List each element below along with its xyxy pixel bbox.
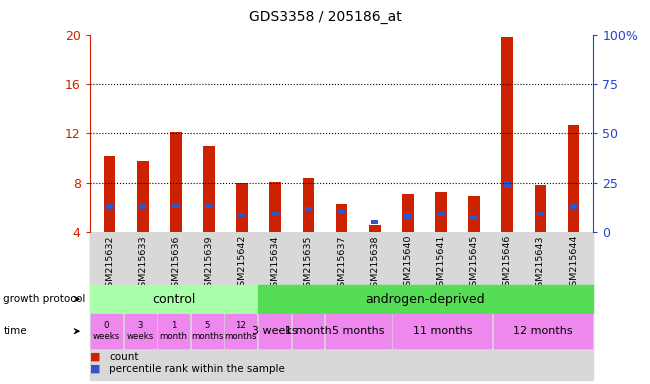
Bar	[402, 194, 413, 232]
Text: ■: ■	[90, 364, 100, 374]
Text: 3
weeks: 3 weeks	[127, 321, 153, 341]
Bar	[239, 213, 246, 217]
Text: 0
weeks: 0 weeks	[93, 321, 120, 341]
Text: percentile rank within the sample: percentile rank within the sample	[109, 364, 285, 374]
Bar	[106, 204, 113, 209]
Bar	[369, 225, 380, 232]
Text: ■: ■	[90, 352, 100, 362]
Bar	[338, 209, 345, 214]
Text: 12
months: 12 months	[225, 321, 257, 341]
Bar	[104, 156, 116, 232]
Text: 12 months: 12 months	[514, 326, 573, 336]
Text: 3 weeks: 3 weeks	[252, 326, 297, 336]
Text: count: count	[109, 352, 138, 362]
Bar	[272, 212, 279, 216]
Bar	[139, 204, 146, 209]
Text: GDS3358 / 205186_at: GDS3358 / 205186_at	[248, 10, 402, 23]
Text: 5 months: 5 months	[332, 326, 385, 336]
Bar	[437, 212, 445, 216]
Bar	[305, 207, 312, 211]
Bar	[203, 146, 214, 232]
Bar	[567, 125, 579, 232]
Text: growth protocol: growth protocol	[3, 294, 86, 304]
Text: 1
month: 1 month	[160, 321, 188, 341]
Bar	[537, 212, 544, 216]
Bar	[504, 180, 511, 188]
Text: control: control	[152, 293, 196, 306]
Bar	[471, 216, 478, 220]
Bar	[237, 183, 248, 232]
Bar	[303, 178, 314, 232]
Bar	[371, 220, 378, 223]
Bar	[469, 197, 480, 232]
Bar	[205, 203, 213, 208]
Bar	[436, 192, 447, 232]
Bar	[502, 37, 513, 232]
Bar	[336, 204, 347, 232]
Bar	[404, 214, 411, 219]
Bar	[172, 203, 179, 208]
Bar	[270, 182, 281, 232]
Text: 1 month: 1 month	[285, 326, 332, 336]
Bar	[570, 204, 577, 209]
Bar	[170, 132, 181, 232]
Text: androgen-deprived: androgen-deprived	[366, 293, 486, 306]
Text: 11 months: 11 months	[413, 326, 472, 336]
Text: 5
months: 5 months	[191, 321, 224, 341]
Bar	[137, 161, 149, 232]
Text: time: time	[3, 326, 27, 336]
Bar	[534, 185, 546, 232]
